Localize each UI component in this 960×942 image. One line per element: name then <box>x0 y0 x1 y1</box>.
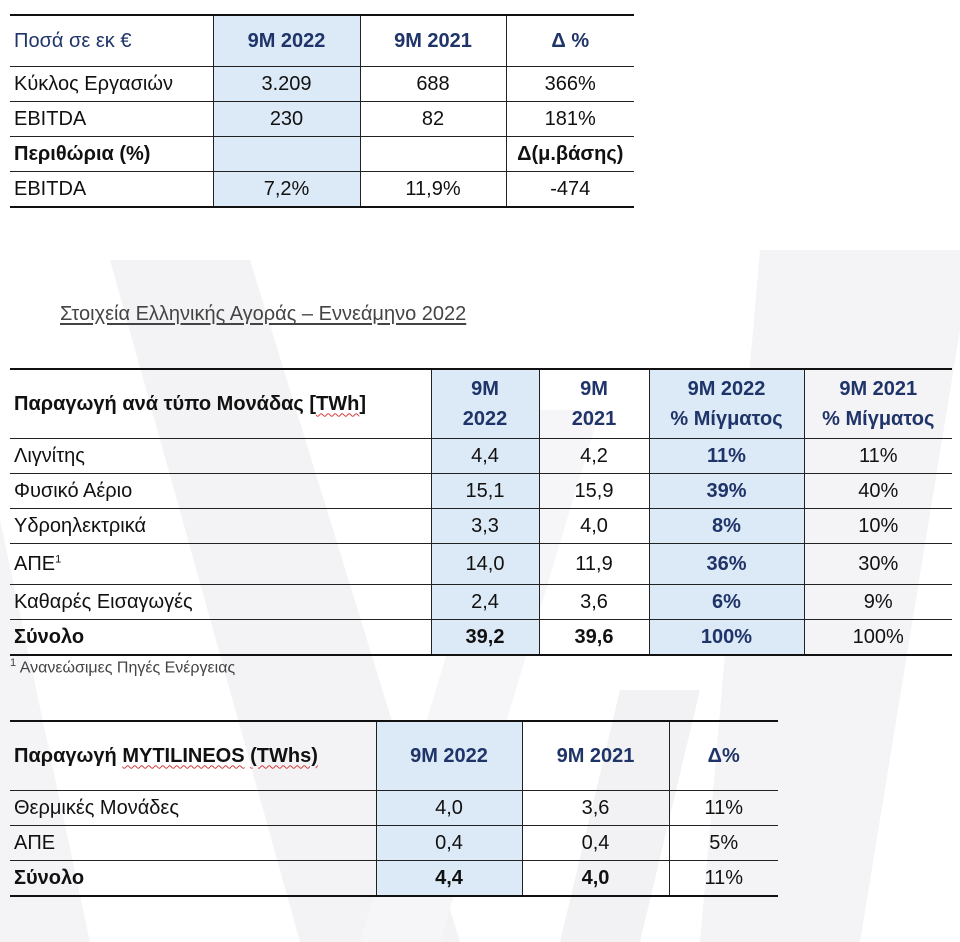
cell-value: 3,6 <box>522 790 670 826</box>
table-row: Κύκλος Εργασιών 3.209 688 366% <box>10 66 634 102</box>
cell-value: 11% <box>669 790 778 826</box>
total-row: Σύνολο 39,2 39,6 100% 100% <box>10 619 952 656</box>
header-9m-2022: 9M 2022 <box>376 720 523 791</box>
production-by-unit-table: Παραγωγή ανά τύπο Μονάδας [TWh] 9M 2022 9… <box>10 368 952 656</box>
cell-value: 3,6 <box>539 584 650 620</box>
cell-value: 15,1 <box>431 473 540 509</box>
cell-value: 39,2 <box>431 619 540 656</box>
cell-value: 4,0 <box>522 860 670 897</box>
footnote-marker: 1 <box>55 552 62 565</box>
cell-value: 39,6 <box>539 619 650 656</box>
cell-value: 14,0 <box>431 543 540 585</box>
row-label: Κύκλος Εργασιών <box>10 66 214 102</box>
total-label: Σύνολο <box>10 860 377 897</box>
cell-value: 3,3 <box>431 508 540 544</box>
table-row: Καθαρές Εισαγωγές 2,4 3,6 6% 9% <box>10 584 952 620</box>
row-label: EBITDA <box>10 171 214 208</box>
header-delta-percent: Δ% <box>669 720 778 791</box>
cell-value: 4,0 <box>539 508 650 544</box>
table-row: Θερμικές Μονάδες 4,0 3,6 11% <box>10 790 778 826</box>
cell-value: 100% <box>804 619 952 656</box>
cell-value: 0,4 <box>376 825 523 861</box>
table-header-row: Παραγωγή MYTILINEOS (TWhs) 9M 2022 9M 20… <box>10 720 778 791</box>
cell-value: 6% <box>649 584 805 620</box>
cell-value: 11% <box>804 438 952 474</box>
table-header-row: Ποσά σε εκ € 9M 2022 9M 2021 Δ % <box>10 14 634 67</box>
cell-value: -474 <box>506 171 634 208</box>
margins-label: Περιθώρια (%) <box>10 136 214 172</box>
cell-value: 5% <box>669 825 778 861</box>
table-row: EBITDA 7,2% 11,9% -474 <box>10 171 634 208</box>
cell-value: 4,4 <box>431 438 540 474</box>
cell-value: 30% <box>804 543 952 585</box>
cell-value: 11,9 <box>539 543 650 585</box>
table-row: ΑΠΕ 0,4 0,4 5% <box>10 825 778 861</box>
header-9m-2021: 9M 2021 <box>522 720 670 791</box>
header-9m-2021: 9M 2021 <box>360 14 507 67</box>
cell-value: 0,4 <box>522 825 670 861</box>
cell-value: 11% <box>669 860 778 897</box>
cell-value: 11,9% <box>360 171 507 208</box>
cell-value: 11% <box>649 438 805 474</box>
header-9m-2022-mix: 9M 2022% Μίγματος <box>649 368 805 439</box>
header-mytilineos-label: Παραγωγή MYTILINEOS (TWhs) <box>10 720 377 791</box>
header-amounts-label: Ποσά σε εκ € <box>10 14 214 67</box>
header-production-label: Παραγωγή ανά τύπο Μονάδας [TWh] <box>10 368 432 439</box>
basis-points-label: Δ(μ.βάσης) <box>506 136 634 172</box>
cell-value: 230 <box>213 101 361 137</box>
cell-value: 100% <box>649 619 805 656</box>
row-label: Λιγνίτης <box>10 438 432 474</box>
header-9m-2021: 9M 2021 <box>539 368 650 439</box>
margins-header-row: Περιθώρια (%) Δ(μ.βάσης) <box>10 136 634 172</box>
brand-name: MYTILINEOS <box>122 744 245 767</box>
header-delta-percent: Δ % <box>506 14 634 67</box>
financials-table: Ποσά σε εκ € 9M 2022 9M 2021 Δ % Κύκλος … <box>10 14 634 208</box>
unit-twh: TWh <box>316 392 360 415</box>
table-header-row: Παραγωγή ανά τύπο Μονάδας [TWh] 9M 2022 9… <box>10 368 952 439</box>
empty-cell <box>360 136 507 172</box>
row-label: Καθαρές Εισαγωγές <box>10 584 432 620</box>
row-label: ΑΠΕ <box>10 825 377 861</box>
row-label: Θερμικές Μονάδες <box>10 790 377 826</box>
cell-value: 82 <box>360 101 507 137</box>
cell-value: 36% <box>649 543 805 585</box>
header-9m-2022: 9M 2022 <box>213 14 361 67</box>
row-label: ΑΠΕ1 <box>10 543 432 585</box>
cell-value: 39% <box>649 473 805 509</box>
table-row: Υδροηλεκτρικά 3,3 4,0 8% 10% <box>10 508 952 544</box>
table-row: Λιγνίτης 4,4 4,2 11% 11% <box>10 438 952 474</box>
header-9m-2021-mix: 9M 2021% Μίγματος <box>804 368 952 439</box>
table-row: Φυσικό Αέριο 15,1 15,9 39% 40% <box>10 473 952 509</box>
cell-value: 4,0 <box>376 790 523 826</box>
cell-value: 8% <box>649 508 805 544</box>
empty-cell <box>213 136 361 172</box>
cell-value: 4,4 <box>376 860 523 897</box>
mytilineos-production-table: Παραγωγή MYTILINEOS (TWhs) 9M 2022 9M 20… <box>10 720 778 897</box>
cell-value: 15,9 <box>539 473 650 509</box>
cell-value: 3.209 <box>213 66 361 102</box>
cell-value: 688 <box>360 66 507 102</box>
cell-value: 10% <box>804 508 952 544</box>
cell-value: 2,4 <box>431 584 540 620</box>
cell-value: 7,2% <box>213 171 361 208</box>
cell-value: 4,2 <box>539 438 650 474</box>
section-caption: Στοιχεία Ελληνικής Αγοράς – Εννεάμηνο 20… <box>60 303 467 325</box>
table-row: ΑΠΕ1 14,0 11,9 36% 30% <box>10 543 952 585</box>
row-label: Φυσικό Αέριο <box>10 473 432 509</box>
cell-value: 40% <box>804 473 952 509</box>
cell-value: 181% <box>506 101 634 137</box>
header-9m-2022: 9M 2022 <box>431 368 540 439</box>
total-label: Σύνολο <box>10 619 432 656</box>
footnote: 1 Ανανεώσιμες Πηγές Ενέργειας <box>10 657 236 677</box>
row-label: Υδροηλεκτρικά <box>10 508 432 544</box>
total-row: Σύνολο 4,4 4,0 11% <box>10 860 778 897</box>
table-row: EBITDA 230 82 181% <box>10 101 634 137</box>
unit-twhs: (TWhs) <box>250 744 318 767</box>
row-label: EBITDA <box>10 101 214 137</box>
cell-value: 366% <box>506 66 634 102</box>
cell-value: 9% <box>804 584 952 620</box>
